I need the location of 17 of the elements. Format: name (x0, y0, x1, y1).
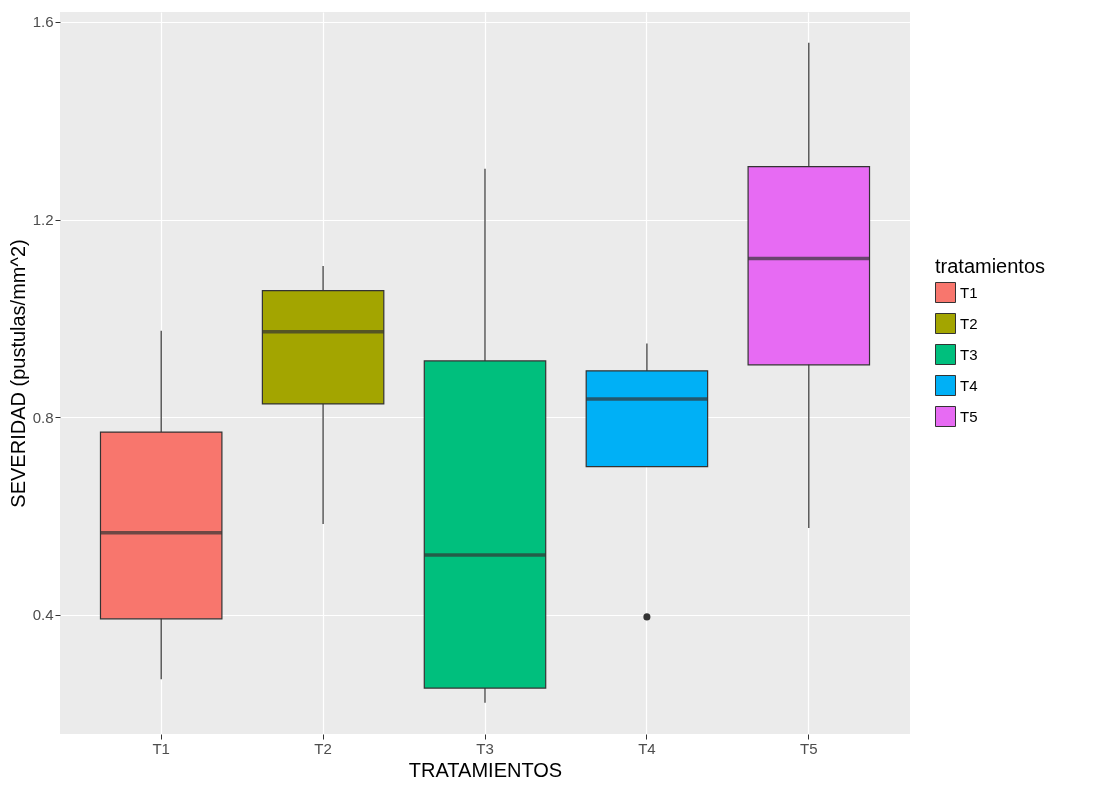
legend-label: T3 (960, 345, 978, 363)
x-tick-label: T2 (314, 739, 332, 757)
legend-title: tratamientos (935, 255, 1046, 277)
legend-label: T4 (960, 376, 978, 394)
y-tick-label: 1.2 (32, 211, 54, 229)
x-tick-label: T5 (800, 739, 818, 757)
x-axis-title: TRATAMIENTOS (408, 758, 563, 781)
y-tick-label: 0.4 (32, 606, 54, 624)
y-tick-label: 1.6 (32, 13, 54, 31)
x-tick-label: T4 (638, 739, 656, 757)
x-tick-label: T1 (152, 739, 170, 757)
y-axis-title: SEVERIDAD (pustulas/mm^2) (6, 239, 29, 508)
x-tick-label: T3 (476, 739, 494, 757)
legend-label: T1 (960, 283, 978, 301)
y-tick-label: 0.8 (32, 408, 54, 426)
legend-label: T2 (960, 314, 978, 332)
legend-label: T5 (960, 407, 978, 425)
